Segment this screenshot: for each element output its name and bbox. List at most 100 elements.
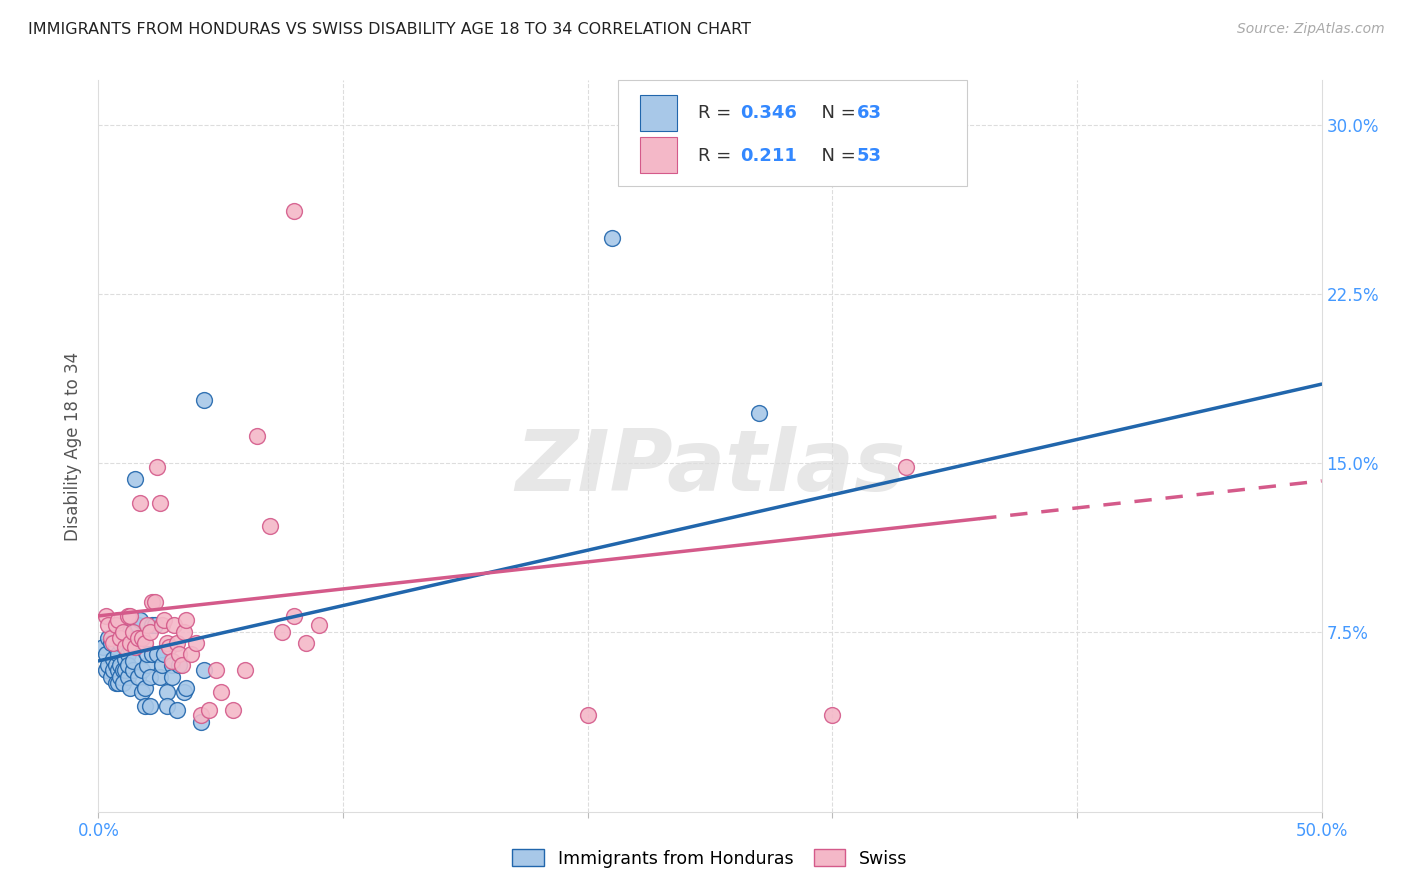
- Point: [139, 624, 162, 639]
- Point: [163, 618, 186, 632]
- Text: R =: R =: [697, 104, 737, 122]
- Point: [104, 676, 127, 690]
- Point: [197, 703, 219, 717]
- Point: [748, 406, 770, 420]
- Text: ZIPatlas: ZIPatlas: [515, 426, 905, 509]
- Point: [153, 647, 176, 661]
- Point: [141, 595, 163, 609]
- Text: 0.346: 0.346: [740, 104, 797, 122]
- Point: [209, 685, 232, 699]
- Point: [97, 632, 120, 646]
- Point: [131, 632, 153, 646]
- Point: [246, 429, 269, 443]
- Point: [110, 632, 132, 646]
- Point: [157, 640, 180, 655]
- Point: [121, 654, 143, 668]
- Point: [114, 651, 136, 665]
- Point: [153, 614, 176, 628]
- Text: 53: 53: [856, 146, 882, 165]
- Point: [114, 663, 136, 677]
- Point: [97, 618, 120, 632]
- Point: [139, 698, 162, 713]
- Point: [141, 618, 163, 632]
- Point: [129, 496, 152, 510]
- Point: [121, 663, 143, 677]
- Point: [104, 618, 127, 632]
- Point: [107, 676, 129, 690]
- Point: [143, 595, 166, 609]
- Point: [134, 636, 156, 650]
- Point: [127, 618, 149, 632]
- Text: 0.211: 0.211: [740, 146, 797, 165]
- Point: [100, 632, 122, 646]
- Point: [121, 624, 143, 639]
- Point: [117, 647, 139, 661]
- Text: N =: N =: [810, 146, 862, 165]
- Point: [97, 658, 120, 673]
- Point: [186, 636, 208, 650]
- Point: [111, 624, 134, 639]
- Point: [127, 632, 149, 646]
- Point: [107, 614, 129, 628]
- Point: [259, 519, 281, 533]
- Point: [91, 640, 114, 655]
- Point: [160, 658, 183, 673]
- Point: [160, 670, 183, 684]
- Point: [94, 663, 117, 677]
- Point: [107, 647, 129, 661]
- Point: [167, 647, 190, 661]
- Point: [193, 392, 215, 407]
- Point: [111, 663, 134, 677]
- Point: [120, 681, 142, 695]
- Point: [180, 647, 202, 661]
- Point: [136, 618, 159, 632]
- Point: [104, 640, 127, 655]
- Point: [131, 685, 153, 699]
- Point: [101, 651, 124, 665]
- Point: [283, 203, 305, 218]
- Point: [131, 663, 153, 677]
- Point: [233, 663, 256, 677]
- Point: [111, 624, 134, 639]
- Text: R =: R =: [697, 146, 742, 165]
- Point: [120, 636, 142, 650]
- Point: [100, 670, 122, 684]
- Point: [143, 618, 166, 632]
- Point: [114, 640, 136, 655]
- Point: [176, 614, 198, 628]
- Point: [107, 663, 129, 677]
- Point: [120, 608, 142, 623]
- Point: [117, 608, 139, 623]
- Point: [101, 663, 124, 677]
- Point: [124, 472, 146, 486]
- Point: [110, 658, 132, 673]
- Point: [94, 647, 117, 661]
- Point: [205, 663, 228, 677]
- Point: [167, 658, 190, 673]
- Point: [139, 670, 162, 684]
- Point: [136, 658, 159, 673]
- Point: [821, 708, 844, 723]
- Point: [129, 614, 152, 628]
- Text: 63: 63: [856, 104, 882, 122]
- Point: [600, 231, 623, 245]
- Point: [166, 703, 188, 717]
- Point: [120, 640, 142, 655]
- Point: [156, 698, 179, 713]
- Point: [124, 632, 146, 646]
- Point: [156, 636, 179, 650]
- Point: [117, 658, 139, 673]
- Point: [149, 496, 172, 510]
- Point: [136, 647, 159, 661]
- Point: [110, 636, 132, 650]
- Point: [146, 647, 169, 661]
- Point: [117, 670, 139, 684]
- Point: [104, 658, 127, 673]
- Point: [170, 658, 193, 673]
- Point: [166, 636, 188, 650]
- Point: [100, 636, 122, 650]
- Point: [190, 708, 212, 723]
- Point: [134, 681, 156, 695]
- Point: [295, 636, 318, 650]
- Point: [146, 460, 169, 475]
